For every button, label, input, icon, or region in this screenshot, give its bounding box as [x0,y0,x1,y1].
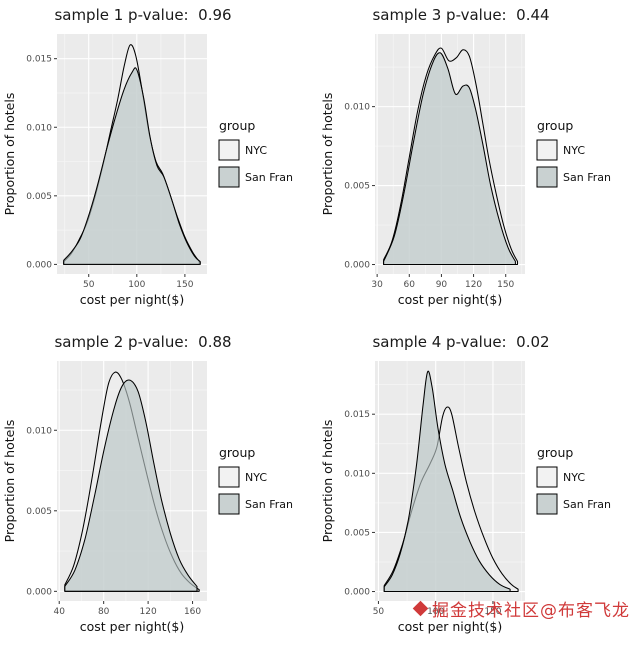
svg-text:cost per night($): cost per night($) [80,619,185,634]
svg-text:120: 120 [465,280,482,290]
svg-text:0.000: 0.000 [26,587,52,597]
svg-text:San Fran: San Fran [563,171,611,184]
svg-text:90: 90 [436,280,448,290]
svg-text:cost per night($): cost per night($) [80,292,185,307]
chart-title-sample-3: sample 3 p-value: 0.44 [372,6,550,24]
svg-text:60: 60 [404,280,416,290]
svg-text:160: 160 [184,607,201,617]
svg-text:150: 150 [484,607,501,617]
svg-text:0.005: 0.005 [344,528,370,538]
density-plot-sample-1: 0.000 0.005 0.010 0.015 50 100 150 cost per nig… [2,34,293,307]
svg-text:cost per night($): cost per night($) [398,292,503,307]
svg-text:NYC: NYC [563,144,585,157]
svg-text:NYC: NYC [245,144,267,157]
svg-text:Proportion of hotels: Proportion of hotels [320,420,335,543]
svg-text:NYC: NYC [563,471,585,484]
svg-text:San Fran: San Fran [245,171,293,184]
svg-text:0.000: 0.000 [344,261,370,271]
svg-text:0.010: 0.010 [26,426,52,436]
svg-text:Proportion of hotels: Proportion of hotels [2,93,17,216]
svg-text:Proportion of hotels: Proportion of hotels [320,93,335,216]
svg-text:0.010: 0.010 [344,469,370,479]
svg-text:30: 30 [371,280,383,290]
svg-text:NYC: NYC [245,471,267,484]
chart-cell-sample-2: sample 2 p-value: 0.88 0.000 0.005 0.010 40… [0,327,318,655]
svg-text:80: 80 [98,607,110,617]
svg-text:100: 100 [427,607,444,617]
svg-text:cost per night($): cost per night($) [398,619,503,634]
svg-text:group: group [219,445,255,460]
chart-title-sample-4: sample 4 p-value: 0.02 [372,333,550,351]
density-plot-sample-4: 0.000 0.005 0.010 0.015 50 100 150 cost per nig… [320,361,611,634]
chart-title-sample-2: sample 2 p-value: 0.88 [54,333,232,351]
svg-text:150: 150 [176,280,193,290]
svg-text:0.000: 0.000 [26,260,52,270]
svg-text:150: 150 [497,280,514,290]
watermark: 掘金技术社区@布客飞龙 [412,596,630,621]
svg-text:group: group [537,118,573,133]
svg-text:50: 50 [83,280,95,290]
watermark-text: 掘金技术社区@布客飞龙 [432,601,630,621]
svg-text:San Fran: San Fran [563,498,611,511]
chart-title-sample-1: sample 1 p-value: 0.96 [54,6,232,24]
chart-cell-sample-1: sample 1 p-value: 0.96 0.000 0.005 0.010 0.… [0,0,318,327]
density-plot-sample-3: 0.000 0.005 0.010 30 60 90 120 150 cost per nigh… [320,34,611,307]
svg-text:120: 120 [140,607,157,617]
svg-text:0.005: 0.005 [344,182,370,192]
chart-cell-sample-3: sample 3 p-value: 0.44 0.000 0.005 0.010 30… [318,0,636,327]
svg-text:100: 100 [128,280,145,290]
svg-text:San Fran: San Fran [245,498,293,511]
svg-text:group: group [537,445,573,460]
svg-text:Proportion of hotels: Proportion of hotels [2,420,17,543]
svg-text:0.015: 0.015 [344,410,370,420]
density-plot-sample-2: 0.000 0.005 0.010 40 80 120 160 cost per night(… [2,361,293,634]
svg-text:50: 50 [373,607,385,617]
svg-text:group: group [219,118,255,133]
svg-text:0.005: 0.005 [26,507,52,517]
svg-text:0.010: 0.010 [344,103,370,113]
svg-text:0.000: 0.000 [344,588,370,598]
svg-text:0.005: 0.005 [26,192,52,202]
svg-text:0.015: 0.015 [26,55,52,65]
chart-cell-sample-4: sample 4 p-value: 0.02 0.000 0.005 0.010 0.… [318,327,636,655]
svg-text:0.010: 0.010 [26,123,52,133]
juejin-logo-icon [412,600,429,617]
svg-text:40: 40 [53,607,65,617]
